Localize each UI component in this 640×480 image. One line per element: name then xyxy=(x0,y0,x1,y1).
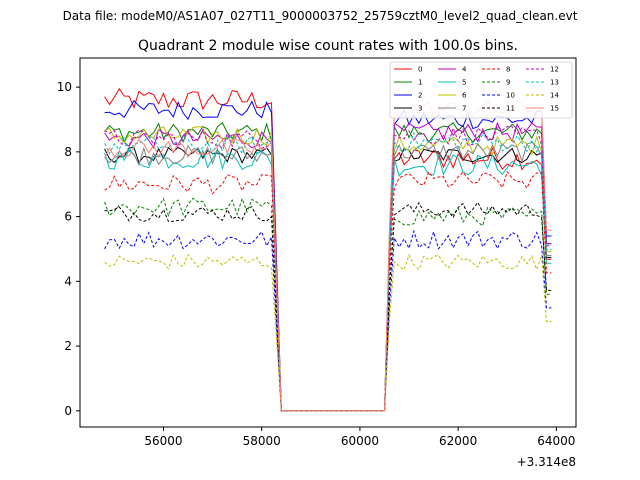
series-line-9 xyxy=(104,197,552,412)
legend-label: 14 xyxy=(550,92,559,100)
y-tick-label: 2 xyxy=(64,339,72,353)
x-offset-label: +3.314e8 xyxy=(517,455,576,469)
legend-box xyxy=(389,61,573,119)
legend-label: 11 xyxy=(506,105,515,113)
series-line-8 xyxy=(104,170,552,412)
x-tick-label: 60000 xyxy=(341,434,379,448)
series-line-15 xyxy=(104,99,552,412)
legend-label: 10 xyxy=(506,92,515,100)
legend-label: 4 xyxy=(462,66,467,74)
figure-suptitle: Data file: modeM0/AS1A07_027T11_90000037… xyxy=(63,9,578,23)
plot-frame xyxy=(79,57,577,428)
legend-label: 3 xyxy=(418,105,422,113)
legend-label: 0 xyxy=(418,66,422,74)
series-line-6 xyxy=(104,126,552,412)
plot-lines xyxy=(104,87,552,412)
x-tick-label: 62000 xyxy=(439,434,477,448)
x-axis: 56000 58000 60000 62000 64000 xyxy=(144,427,575,448)
legend-label: 9 xyxy=(506,79,510,87)
legend-label: 12 xyxy=(550,66,559,74)
x-tick-label: 64000 xyxy=(537,434,575,448)
series-line-11 xyxy=(104,201,552,412)
series-line-4 xyxy=(104,121,552,412)
y-tick-label: 0 xyxy=(64,404,72,418)
y-tick-label: 4 xyxy=(64,274,72,288)
x-tick-label: 58000 xyxy=(243,434,281,448)
series-line-10 xyxy=(104,229,552,412)
x-tick-label: 56000 xyxy=(144,434,182,448)
series-line-7 xyxy=(104,141,552,412)
legend-label: 15 xyxy=(550,105,559,113)
legend-label: 2 xyxy=(418,92,422,100)
series-line-13 xyxy=(104,131,552,412)
y-tick-label: 10 xyxy=(57,80,72,94)
legend-label: 8 xyxy=(506,66,510,74)
series-line-2 xyxy=(104,99,552,412)
series-line-14 xyxy=(104,253,552,412)
series-line-3 xyxy=(104,146,552,412)
legend-label: 6 xyxy=(462,92,467,100)
series-line-12 xyxy=(104,125,552,412)
y-tick-label: 6 xyxy=(64,210,72,224)
legend-label: 5 xyxy=(462,79,466,87)
series-line-5 xyxy=(104,147,552,412)
legend-label: 13 xyxy=(550,79,559,87)
legend-label: 1 xyxy=(418,79,422,87)
legend-label: 7 xyxy=(462,105,466,113)
chart-title: Quadrant 2 module wise count rates with … xyxy=(138,38,518,54)
series-line-1 xyxy=(104,122,552,412)
y-tick-label: 8 xyxy=(64,145,72,159)
y-axis: 0 2 4 6 8 10 xyxy=(57,80,80,418)
